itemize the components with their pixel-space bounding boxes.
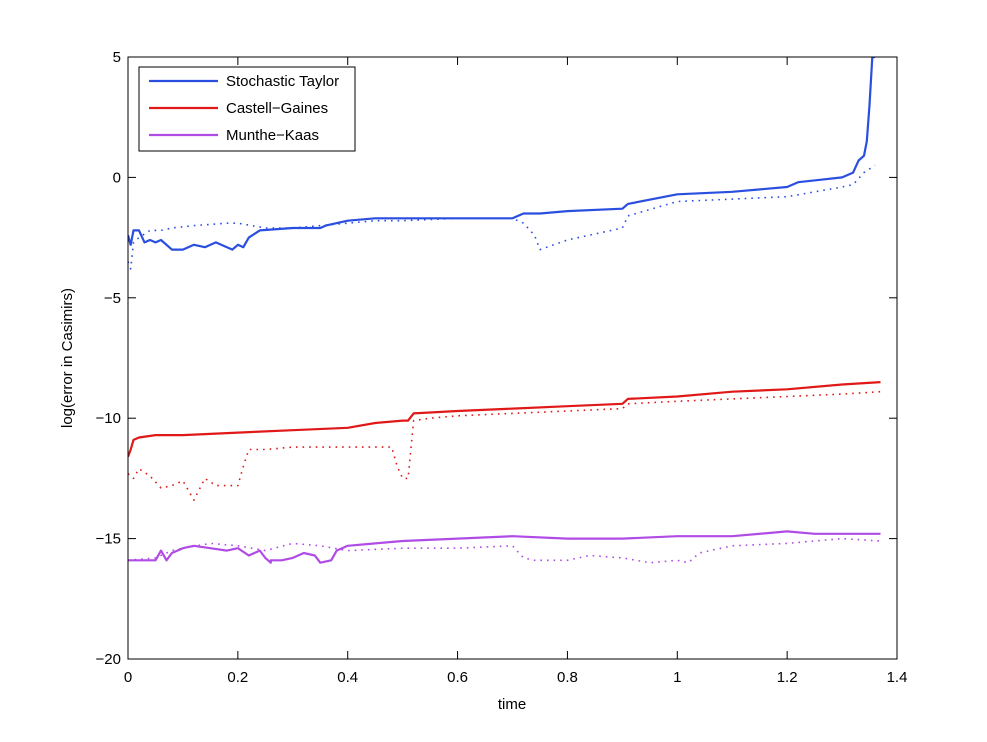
x-tick-label: 0.6 (447, 669, 468, 686)
series-line-0 (128, 57, 875, 251)
plot-area-background (128, 57, 897, 659)
y-tick-label: 0 (113, 169, 121, 186)
x-tick-label: 1 (673, 669, 681, 686)
legend: Stochastic Taylor Castell−Gaines Munthe−Ka… (138, 66, 356, 152)
x-tick-label: 1.4 (887, 669, 908, 686)
x-tick-label: 0 (124, 669, 132, 686)
plot-frame (127, 56, 898, 660)
legend-entry-label: Stochastic Taylor (226, 73, 339, 90)
y-tick-label: 5 (113, 49, 121, 66)
series-line-5-dotted (128, 537, 881, 564)
y-tick-label: −5 (104, 290, 121, 307)
series-layer (128, 57, 881, 564)
x-tick-label: 0.8 (557, 669, 578, 686)
y-tick-label: −20 (96, 651, 121, 668)
y-axis-label: log(error in Casimirs) (59, 288, 76, 428)
x-tick-label: 0.2 (227, 669, 248, 686)
x-tick-label: 0.4 (337, 669, 358, 686)
x-axis-label: time (498, 696, 526, 713)
legend-entry-label: Castell−Gaines (226, 100, 328, 117)
x-tick-label: 1.2 (777, 669, 798, 686)
series-line-1-dotted (128, 164, 876, 270)
y-tick-label: −15 (96, 531, 121, 548)
legend-entry-label: Munthe−Kaas (226, 127, 319, 144)
legend-entries: Stochastic Taylor Castell−Gaines Munthe−Ka… (149, 73, 339, 144)
series-line-3-dotted (128, 390, 881, 501)
ticks-layer: 0 0.2 0.4 0.6 0.8 1 1.2 1.4 −20 −15 −10 −5 0 5 (96, 49, 908, 686)
y-tick-label: −10 (96, 410, 121, 427)
series-line-4 (128, 530, 881, 564)
series-line-2 (128, 381, 881, 458)
